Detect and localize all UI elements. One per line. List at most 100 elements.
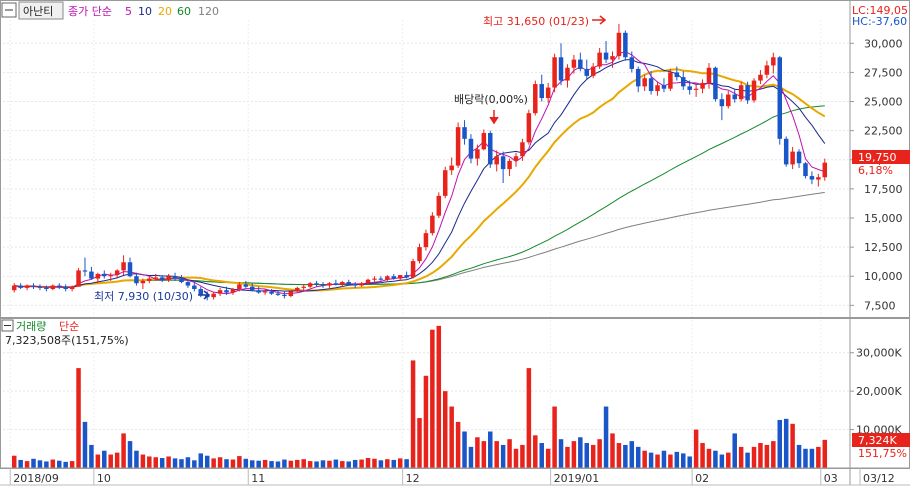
- volume-bar[interactable]: [365, 458, 371, 468]
- stock-name-box[interactable]: [18, 1, 64, 20]
- candle-body[interactable]: [629, 57, 635, 69]
- volume-bar[interactable]: [442, 391, 448, 468]
- volume-bar[interactable]: [76, 368, 81, 468]
- volume-bar[interactable]: [738, 446, 744, 468]
- volume-bar[interactable]: [372, 458, 377, 468]
- volume-bar[interactable]: [147, 456, 152, 468]
- volume-bar[interactable]: [687, 456, 692, 468]
- candle-body[interactable]: [648, 78, 654, 92]
- candle-body[interactable]: [822, 162, 828, 178]
- candle-body[interactable]: [674, 72, 680, 78]
- volume-bar[interactable]: [320, 460, 326, 468]
- candle-body[interactable]: [11, 285, 17, 291]
- candle-body[interactable]: [275, 293, 281, 295]
- volume-series[interactable]: [11, 325, 828, 468]
- candle-body[interactable]: [63, 286, 68, 290]
- volume-bar[interactable]: [56, 460, 62, 468]
- candle-body[interactable]: [18, 285, 23, 288]
- volume-bar[interactable]: [758, 443, 763, 468]
- volume-bar[interactable]: [352, 459, 358, 468]
- candle-body[interactable]: [706, 67, 712, 83]
- volume-bar[interactable]: [224, 459, 229, 468]
- volume-bar[interactable]: [520, 444, 525, 468]
- candle-body[interactable]: [397, 275, 403, 279]
- volume-bar[interactable]: [616, 443, 622, 468]
- candle-body[interactable]: [520, 142, 525, 157]
- volume-bar[interactable]: [102, 450, 107, 468]
- candle-body[interactable]: [783, 138, 789, 165]
- candle-body[interactable]: [539, 84, 544, 99]
- candle-body[interactable]: [134, 276, 139, 284]
- candle-body[interactable]: [513, 156, 519, 161]
- volume-bar[interactable]: [256, 460, 261, 468]
- candle-body[interactable]: [262, 291, 268, 293]
- volume-bar[interactable]: [539, 443, 544, 468]
- volume-bar[interactable]: [713, 450, 718, 468]
- candle-body[interactable]: [661, 85, 667, 89]
- candle-body[interactable]: [565, 67, 570, 81]
- volume-bar[interactable]: [192, 460, 197, 468]
- volume-bar[interactable]: [404, 459, 409, 468]
- volume-bar[interactable]: [745, 452, 750, 468]
- candle-body[interactable]: [417, 247, 422, 262]
- candle-body[interactable]: [635, 68, 641, 87]
- volume-bar[interactable]: [468, 446, 474, 468]
- candle-body[interactable]: [455, 127, 461, 166]
- volume-bar[interactable]: [211, 458, 216, 468]
- candle-body[interactable]: [352, 284, 358, 286]
- volume-bar[interactable]: [359, 459, 364, 468]
- candle-body[interactable]: [249, 286, 255, 291]
- candle-body[interactable]: [803, 163, 808, 177]
- volume-bar[interactable]: [726, 452, 731, 468]
- candle-body[interactable]: [584, 68, 590, 76]
- candle-body[interactable]: [475, 149, 480, 159]
- candle-body[interactable]: [758, 74, 763, 81]
- volume-bar[interactable]: [668, 454, 673, 468]
- volume-bar[interactable]: [417, 418, 422, 468]
- candle-body[interactable]: [809, 176, 815, 180]
- candle-body[interactable]: [140, 280, 146, 284]
- volume-bar[interactable]: [751, 446, 757, 468]
- candle-body[interactable]: [82, 270, 88, 272]
- volume-bar[interactable]: [526, 368, 532, 468]
- volume-bar[interactable]: [159, 458, 165, 468]
- volume-bar[interactable]: [623, 444, 628, 468]
- volume-bar[interactable]: [333, 459, 339, 468]
- candle-body[interactable]: [623, 32, 628, 58]
- volume-bar[interactable]: [700, 443, 705, 468]
- candle-body[interactable]: [771, 57, 776, 66]
- volume-bar[interactable]: [513, 448, 519, 468]
- volume-bar[interactable]: [777, 419, 783, 468]
- candle-body[interactable]: [217, 290, 223, 294]
- volume-bar[interactable]: [237, 456, 242, 468]
- volume-bar[interactable]: [108, 454, 113, 468]
- volume-bar[interactable]: [642, 450, 647, 468]
- volume-bar[interactable]: [494, 441, 499, 468]
- volume-bar[interactable]: [204, 455, 210, 468]
- volume-bar[interactable]: [661, 450, 667, 468]
- candle-body[interactable]: [56, 285, 62, 287]
- volume-bar[interactable]: [378, 460, 384, 468]
- volume-bar[interactable]: [764, 444, 770, 468]
- volume-bar[interactable]: [635, 446, 641, 468]
- candle-body[interactable]: [121, 262, 126, 271]
- volume-bar[interactable]: [314, 461, 319, 468]
- volume-bar[interactable]: [693, 429, 699, 468]
- candle-body[interactable]: [359, 283, 364, 286]
- candle-body[interactable]: [282, 294, 287, 297]
- volume-bar[interactable]: [597, 439, 602, 468]
- volume-bar[interactable]: [391, 459, 397, 468]
- volume-bar[interactable]: [533, 435, 538, 468]
- candle-body[interactable]: [751, 80, 757, 101]
- volume-bar[interactable]: [590, 444, 596, 468]
- candle-body[interactable]: [372, 278, 377, 280]
- candle-body[interactable]: [288, 291, 294, 297]
- candle-body[interactable]: [31, 285, 36, 287]
- volume-bar[interactable]: [771, 441, 776, 468]
- candle-body[interactable]: [590, 66, 596, 76]
- candle-body[interactable]: [726, 94, 731, 107]
- volume-bar[interactable]: [140, 454, 146, 468]
- candle-body[interactable]: [76, 270, 81, 287]
- volume-bar[interactable]: [803, 448, 808, 468]
- volume-bar[interactable]: [481, 441, 487, 468]
